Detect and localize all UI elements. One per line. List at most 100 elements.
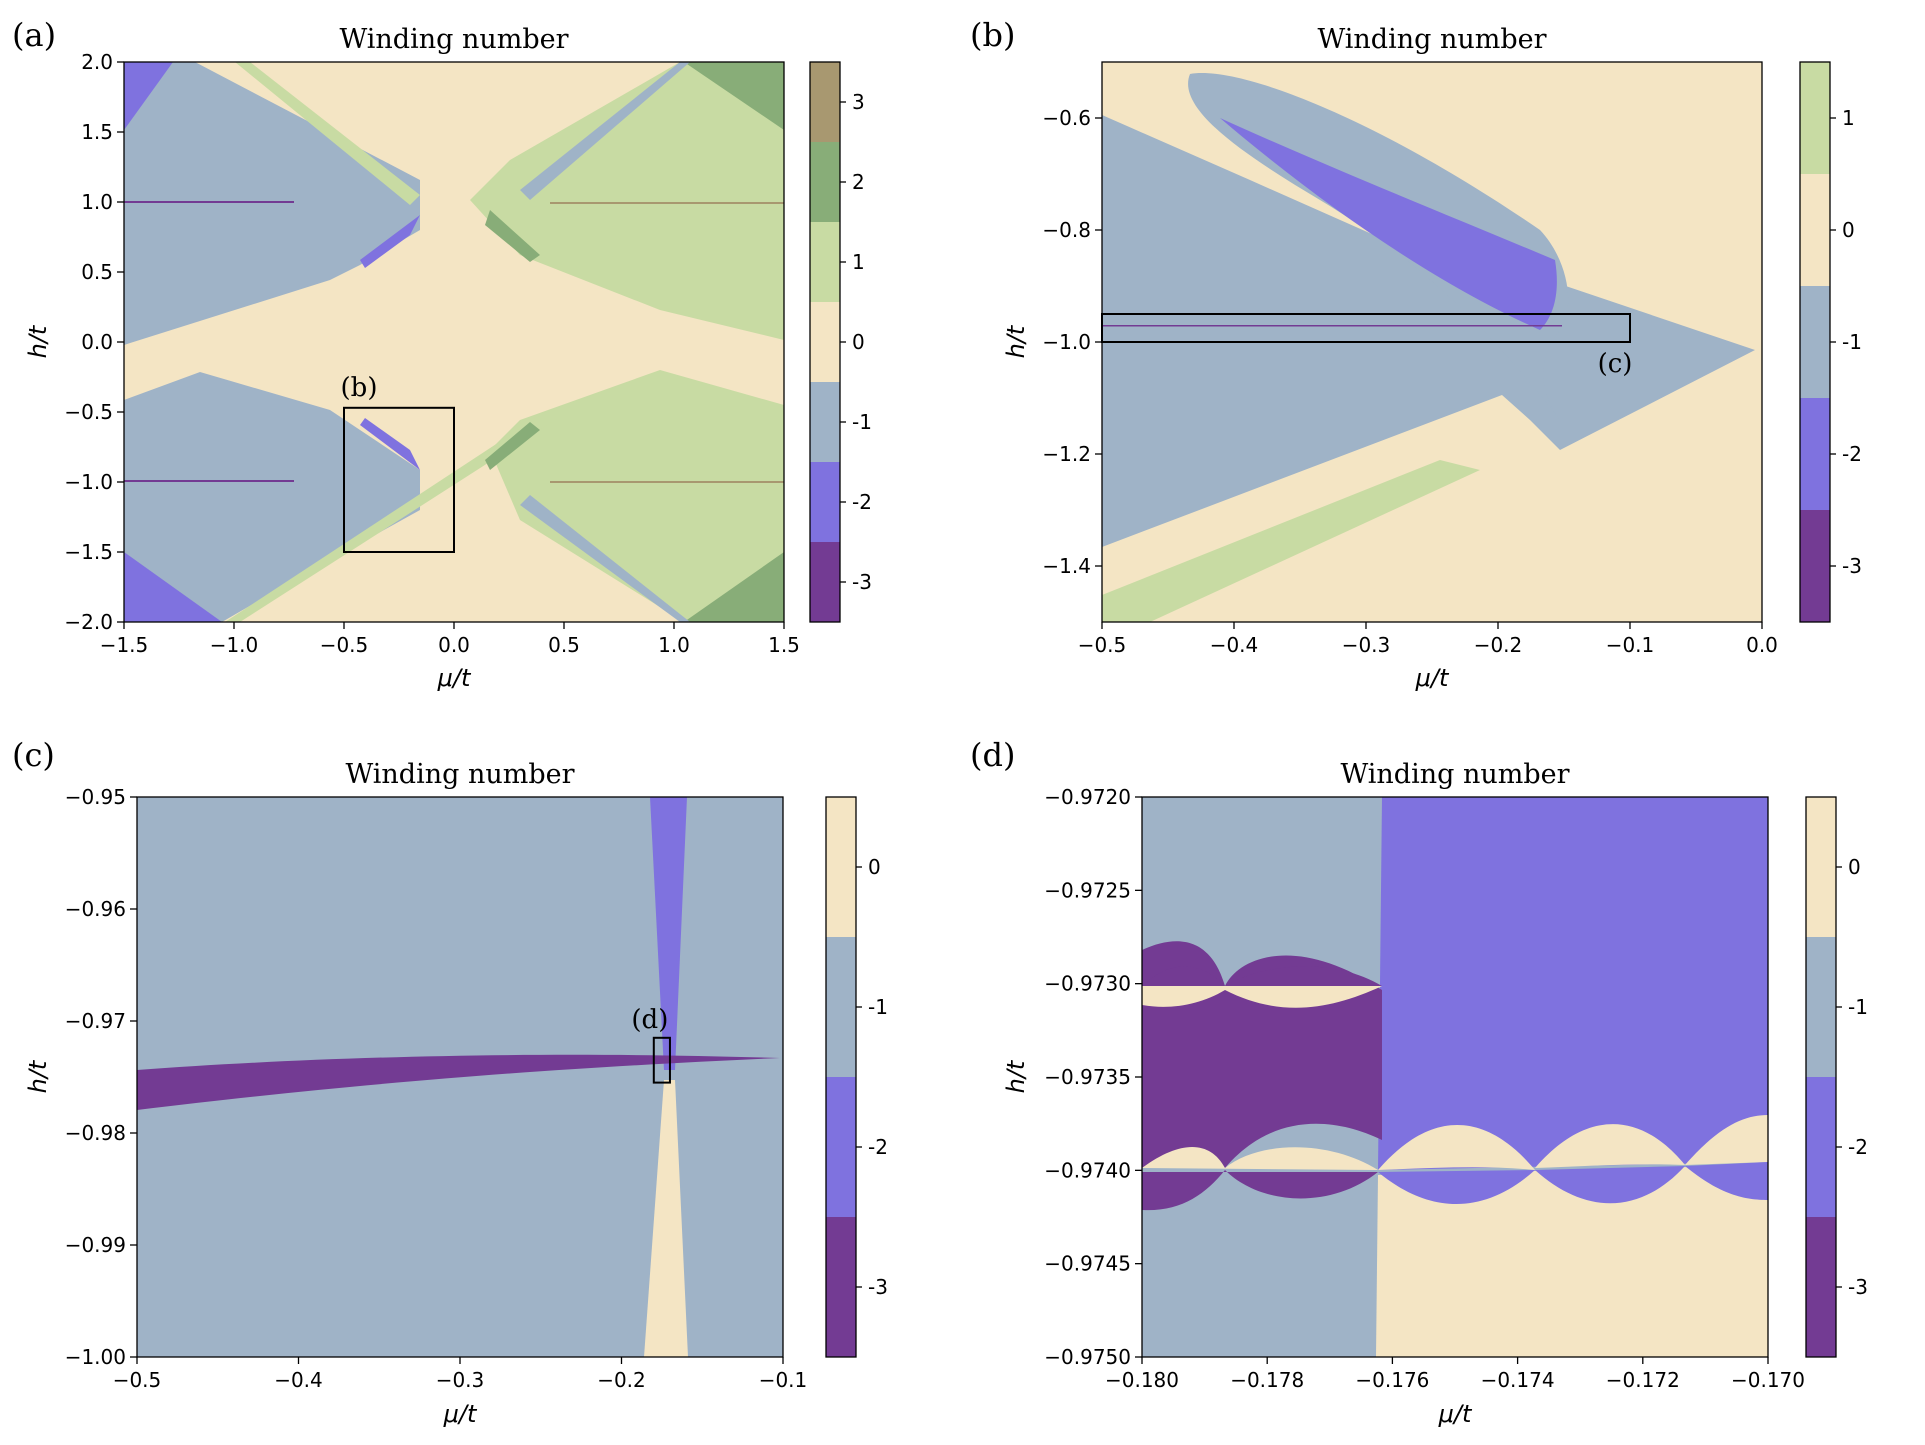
panel-c-ylabel: h/t: [24, 1059, 52, 1093]
x-tick-label: 1.5: [768, 633, 800, 657]
region-w1-strip: [1102, 460, 1480, 622]
x-tick-label: −0.4: [274, 1368, 323, 1392]
colorbar-segment: [810, 62, 840, 143]
y-tick-label: −0.6: [1042, 106, 1091, 130]
region-w0-lower-cone: [644, 1080, 688, 1357]
panel-c-axes: −0.5 −0.4 −0.3 −0.2 −0.1 −1.00 −0.99 −0.98 −0.97…: [65, 785, 808, 1392]
y-tick-label: −1.2: [1042, 442, 1091, 466]
region-w0-left-lens-bot: [1142, 1147, 1378, 1170]
y-tick-label: −0.8: [1042, 218, 1091, 242]
region-wm3-left-lens-bot: [1142, 1170, 1378, 1211]
y-tick-label: 1.0: [81, 190, 113, 214]
panel-b-ylabel: h/t: [1002, 324, 1030, 358]
region-wm2-streak: [1220, 118, 1557, 330]
panel-d-xlabel: μ/t: [1438, 1400, 1473, 1428]
x-tick-label: −0.180: [1105, 1368, 1179, 1392]
y-tick-label: −0.98: [65, 1121, 126, 1145]
panel-c-colorbar: 0 -1 -2 -3: [825, 796, 888, 1358]
x-tick-label: −0.2: [1474, 633, 1523, 657]
region-w1-ribbon-b: [225, 412, 555, 622]
region-wm2-ul-corner: [124, 62, 173, 130]
colorbar-tick-label: -1: [852, 410, 872, 434]
colorbar-tick-label: -2: [868, 1135, 888, 1159]
y-tick-label: −0.96: [65, 897, 126, 921]
region-w3-line-top: [550, 202, 784, 204]
region-wm3-line-bot: [124, 480, 294, 482]
y-tick-label: −1.0: [64, 470, 113, 494]
colorbar-tick-label: 0: [868, 855, 881, 879]
colorbar-segment: [810, 462, 840, 543]
panel-c: −0.5 −0.4 −0.3 −0.2 −0.1 −1.00 −0.99 −0.98 −0.97…: [12, 736, 888, 1428]
colorbar-tick-label: 1: [1842, 106, 1855, 130]
panel-b-title: Winding number: [1317, 24, 1546, 55]
region-wm3-line-top: [124, 201, 294, 203]
colorbar-tick-label: 2: [852, 170, 865, 194]
x-tick-label: −0.176: [1355, 1368, 1429, 1392]
colorbar-tick-label: -1: [1842, 330, 1862, 354]
region-wm3-tongue: [137, 1054, 780, 1110]
region-w2-sliver-top: [485, 210, 540, 262]
colorbar-frame: [1805, 796, 1837, 1358]
y-tick-label: −0.95: [65, 785, 126, 809]
colorbar-segment: [1800, 398, 1830, 511]
y-tick-label: −0.9725: [1044, 878, 1131, 902]
inset-box: [652, 1036, 671, 1084]
y-tick-label: 0.5: [81, 260, 113, 284]
y-tick-label: −0.5: [64, 400, 113, 424]
colorbar-segment: [826, 797, 856, 938]
panel-a-colorbar: 3 2 1 0 -1 -2 -3: [809, 61, 872, 623]
region-wm1-ribbon-b: [520, 495, 690, 622]
x-tick-label: −1.5: [100, 633, 149, 657]
panel-a-label: (a): [12, 16, 56, 54]
x-tick-label: −0.1: [759, 1368, 808, 1392]
x-tick-label: −0.4: [1210, 633, 1259, 657]
x-tick-label: −0.172: [1606, 1368, 1680, 1392]
colorbar-tick-label: -2: [1842, 442, 1862, 466]
panel-b-axes: −0.5 −0.4 −0.3 −0.2 −0.1 0.0 −1.4 −1.2 −1.0 −0.8 −…: [1042, 106, 1777, 657]
panel-d-label: (d): [970, 736, 1015, 774]
colorbar-tick-label: 0: [852, 330, 865, 354]
x-tick-label: −0.3: [1342, 633, 1391, 657]
colorbar-segment: [826, 1077, 856, 1218]
region-wm2-bead-3: [1685, 1162, 1768, 1200]
x-tick-label: −0.1: [1606, 633, 1655, 657]
panel-b-colorbar: 1 0 -1 -2 -3: [1799, 61, 1862, 623]
y-tick-label: −1.0: [1042, 330, 1091, 354]
colorbar-tick-label: 0: [1848, 855, 1861, 879]
region-wm1-ll: [124, 372, 420, 622]
colorbar-tick-label: -2: [1848, 1135, 1868, 1159]
panel-a-title: Winding number: [339, 24, 568, 55]
colorbar-segment: [810, 302, 840, 383]
region-wm3-left-lens-top: [1142, 966, 1382, 986]
colorbar-frame: [809, 61, 841, 623]
region-wm1-wedge: [1102, 115, 1755, 547]
colorbar-segment: [826, 1217, 856, 1358]
y-tick-label: −0.9740: [1044, 1158, 1131, 1182]
region-wm1-ribbon-a: [520, 62, 690, 200]
panel-a-heatmap: [124, 62, 784, 622]
region-w0-bead-3: [1685, 1115, 1768, 1165]
region-wm2-bead-2: [1535, 1166, 1685, 1204]
y-tick-label: −1.00: [65, 1345, 126, 1369]
colorbar-frame: [1799, 61, 1831, 623]
x-tick-label: −0.5: [113, 1368, 162, 1392]
colorbar-segment: [1800, 174, 1830, 287]
y-tick-label: 0.0: [81, 330, 113, 354]
x-tick-label: 0.0: [438, 633, 470, 657]
region-w2-lr-corner: [684, 552, 784, 622]
region-w1-ur: [470, 62, 784, 340]
panel-d: −0.180 −0.178 −0.176 −0.174 −0.172 −0.170 −0.9…: [970, 736, 1868, 1428]
y-tick-label: −1.5: [64, 540, 113, 564]
panel-d-colorbar: 0 -1 -2 -3: [1805, 796, 1868, 1358]
panel-d-ylabel: h/t: [1002, 1059, 1030, 1093]
panel-a-axes: −1.5 −1.0 −0.5 0.0 0.5 1.0 1.5−2.0−1.5−1.0−0.5…: [64, 50, 799, 657]
region-wm1-ul: [124, 62, 420, 345]
region-w0-bead-2: [1535, 1124, 1685, 1168]
inset-box: [1101, 313, 1631, 343]
inset-box-label: (b): [341, 373, 378, 403]
region-w1-lr: [490, 370, 784, 622]
y-tick-label: −0.9750: [1044, 1345, 1131, 1369]
panel-c-label: (c): [12, 736, 55, 774]
region-wm2-right-block: [1378, 797, 1768, 1170]
